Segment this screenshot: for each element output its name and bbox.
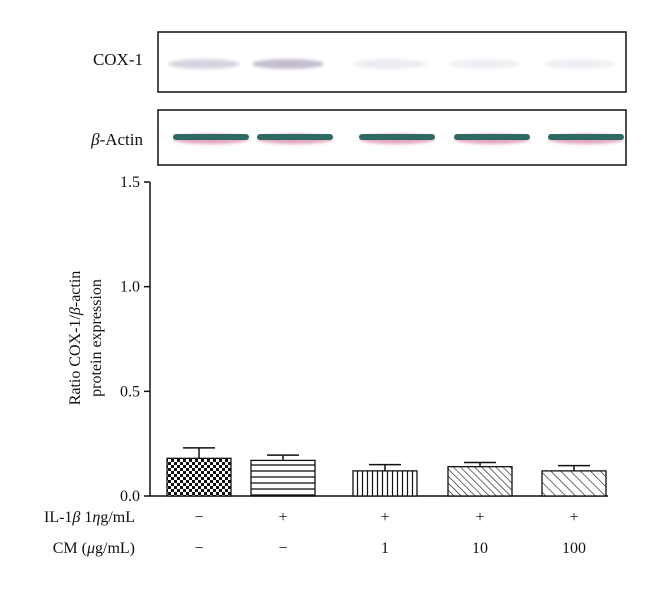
treatment-value: +	[475, 509, 484, 526]
row-values: − + + + + − − 1 10 100	[194, 509, 586, 557]
treatment-value: −	[194, 540, 203, 557]
row-label-il1b-greek: β	[71, 509, 80, 526]
row-label-il1b-c: g/mL	[100, 509, 135, 526]
actin-band	[173, 134, 249, 144]
error-bars	[183, 447, 590, 471]
cox1-band	[449, 59, 521, 69]
treatment-value: −	[194, 509, 203, 526]
blot-label-cox1: COX-1	[93, 50, 143, 69]
row-label-cm-a: CM (	[53, 540, 87, 557]
cox1-band	[543, 59, 615, 69]
actin-band	[359, 134, 435, 144]
treatment-value: −	[278, 540, 287, 557]
blot-panel-cox1: COX-1	[93, 31, 627, 93]
treatment-value: +	[380, 509, 389, 526]
cox1-bands	[168, 59, 615, 69]
blot-label-actin-greek: β	[90, 130, 100, 149]
cox1-band	[354, 59, 426, 69]
row-label-il1b: IL-1β 1ηg/mL	[44, 509, 135, 526]
bar-chart: Ratio COX-1/β-actin protein expression 0…	[67, 174, 608, 505]
error-bar	[267, 454, 299, 461]
cox1-band	[168, 59, 240, 69]
row-label-il1b-b: 1	[80, 509, 92, 526]
error-bar	[558, 464, 590, 471]
y-axis-title-line1-greek: β	[67, 307, 84, 316]
bar	[166, 457, 232, 497]
y-tick-label: 0.5	[120, 383, 140, 400]
bar	[250, 459, 316, 497]
row-label-cm-greek: μ	[86, 540, 95, 557]
cox1-band	[252, 59, 324, 69]
bar	[352, 470, 418, 497]
row-label-cm-b: g/mL)	[95, 540, 135, 557]
y-axis-title-line1-b: -actin	[67, 271, 84, 307]
bar	[541, 470, 607, 497]
actin-bands	[173, 134, 624, 144]
error-bar	[369, 463, 401, 471]
bars	[166, 457, 607, 497]
row-label-cm: CM (μg/mL)	[53, 540, 135, 557]
treatment-value: +	[569, 509, 578, 526]
y-ticks: 0.0 0.5 1.0 1.5	[120, 174, 150, 505]
blot-label-actin: β-Actin	[90, 130, 143, 149]
y-tick-label: 1.5	[120, 174, 140, 191]
treatment-value: +	[278, 509, 287, 526]
error-bar	[183, 447, 215, 459]
y-tick-label: 0.0	[120, 488, 140, 505]
row-label-il1b-greek2: η	[92, 509, 100, 526]
y-tick-label: 1.0	[120, 279, 140, 296]
blot-label-cox1-main: COX-1	[93, 50, 143, 69]
y-axis-title-line1-a: Ratio COX-1/	[67, 315, 84, 406]
actin-band	[454, 134, 530, 144]
blot-label-actin-main: -Actin	[100, 130, 144, 149]
y-axis-title-line2: protein expression	[88, 279, 105, 397]
actin-band	[548, 134, 624, 144]
treatment-value: 1	[381, 540, 389, 557]
treatment-table: IL-1β 1ηg/mL CM (μg/mL) − + + + +− −1 10 100	[44, 509, 586, 557]
y-axis-title-line1: Ratio COX-1/β-actin	[67, 271, 84, 406]
error-bar	[464, 461, 496, 467]
treatment-value: 100	[562, 540, 586, 557]
actin-band	[257, 134, 333, 144]
bar	[447, 466, 513, 497]
treatment-value: 10	[472, 540, 488, 557]
blot-panel-actin: β-Actin	[90, 109, 627, 166]
row-label-il1b-a: IL-1	[44, 509, 72, 526]
